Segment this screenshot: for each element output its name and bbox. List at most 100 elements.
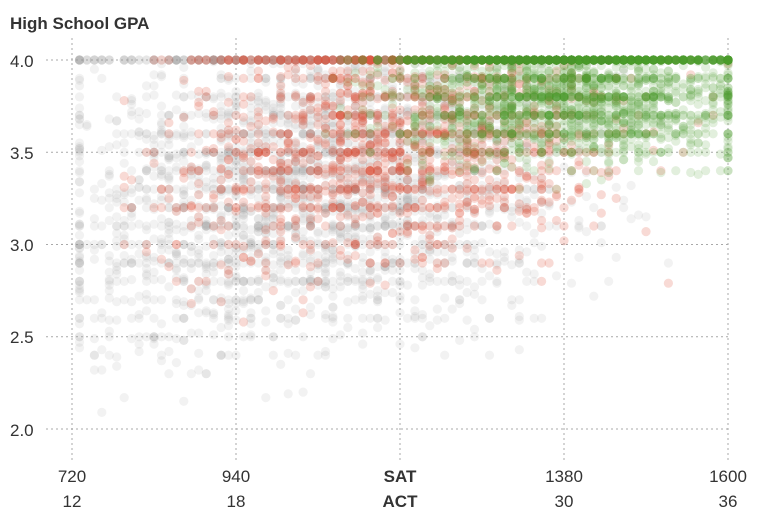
gray-point (447, 239, 457, 250)
red-point (276, 203, 286, 213)
gray-point (186, 369, 196, 379)
gray-point (231, 243, 241, 253)
gray-point (365, 92, 375, 102)
gray-point (514, 92, 524, 102)
red-point (276, 129, 286, 139)
red-point (291, 73, 301, 83)
red-point (566, 195, 577, 205)
gray-point (291, 287, 301, 298)
gray-point (283, 180, 293, 191)
gray-point (291, 77, 301, 87)
gray-point (358, 92, 368, 102)
gray-point (410, 138, 420, 148)
gray-point (335, 147, 345, 157)
gray-point (112, 276, 122, 286)
gray-point (149, 234, 159, 244)
gray-point (492, 184, 502, 194)
gray-point (298, 184, 308, 194)
gray-point (261, 221, 271, 231)
red-point (156, 203, 167, 213)
gray-point (447, 108, 457, 119)
gray-point (186, 164, 196, 174)
gray-point (179, 258, 189, 268)
red-point (484, 201, 495, 211)
red-point (380, 280, 390, 290)
gray-point (246, 147, 256, 157)
gray-point (514, 173, 524, 183)
gray-point (313, 238, 323, 248)
gray-point (283, 166, 293, 176)
red-point (305, 191, 316, 202)
gray-point (335, 271, 345, 281)
gray-point (455, 55, 465, 65)
red-point (223, 55, 234, 65)
gray-point (335, 162, 345, 172)
red-point (335, 221, 345, 231)
gray-point (74, 258, 85, 268)
gray-point (343, 62, 353, 72)
gray-point (97, 345, 107, 355)
gray-point (179, 121, 189, 131)
red-point (410, 245, 420, 255)
gray-point (596, 127, 606, 137)
gray-point (373, 140, 383, 150)
gray-point (387, 258, 398, 268)
gray-point (231, 249, 241, 259)
gray-point (551, 271, 562, 281)
gray-point (544, 73, 554, 83)
gray-point (276, 156, 286, 167)
gray-point (492, 55, 502, 65)
gray-point (343, 55, 353, 65)
gray-point (402, 166, 413, 176)
gray-point (134, 182, 144, 192)
gray-point (320, 204, 331, 214)
gray-point (164, 228, 174, 238)
gray-point (268, 350, 278, 360)
gray-point (514, 203, 524, 213)
gray-point (492, 107, 502, 117)
gray-point (522, 55, 532, 65)
gray-point (425, 147, 435, 157)
gray-point (104, 142, 114, 152)
gray-point (164, 110, 174, 120)
red-point (387, 191, 398, 202)
gray-point (350, 203, 360, 213)
red-point (343, 173, 353, 183)
gray-point (313, 203, 323, 213)
gray-point (127, 166, 137, 176)
red-point (537, 276, 547, 286)
gray-point (447, 101, 457, 111)
gray-point (313, 166, 323, 176)
gray-point (276, 186, 286, 196)
red-point (238, 241, 249, 251)
gray-point (395, 129, 405, 139)
red-point (365, 258, 375, 268)
gray-point (141, 252, 152, 262)
red-point (186, 201, 196, 211)
gray-point (350, 110, 360, 120)
gray-point (201, 147, 211, 157)
gray-point (164, 173, 174, 183)
gray-point (402, 110, 413, 120)
gray-point (74, 55, 85, 65)
gray-point (268, 239, 278, 250)
gray-point (253, 295, 263, 305)
gray-point (365, 258, 375, 268)
gray-point (231, 276, 241, 286)
gray-point (596, 55, 606, 65)
gray-point (261, 55, 271, 65)
gray-point (305, 276, 316, 286)
gray-point (253, 55, 263, 65)
gray-point (216, 190, 226, 200)
gray-point (119, 158, 129, 168)
gray-point (402, 193, 413, 203)
gray-point (209, 184, 219, 194)
red-point (283, 260, 293, 270)
red-point (253, 162, 263, 172)
gray-point (373, 70, 383, 80)
gray-point (216, 70, 226, 80)
gray-point (350, 107, 360, 117)
gray-point (469, 289, 480, 299)
red-point (298, 120, 308, 130)
gray-point (89, 55, 99, 65)
